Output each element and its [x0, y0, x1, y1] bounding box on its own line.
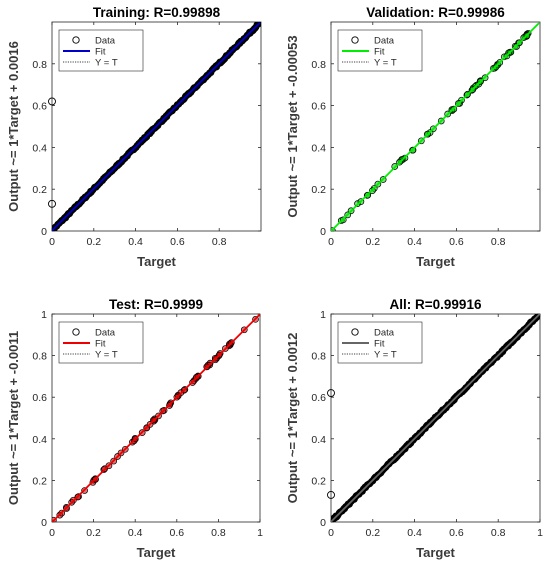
y-tick-label: 0	[41, 226, 47, 238]
legend-fit-label: Fit	[374, 339, 385, 350]
x-tick-label: 0	[49, 527, 55, 539]
legend-yt-label: Y = T	[95, 58, 118, 69]
y-tick-label: 0.8	[311, 351, 326, 363]
y-tick-label: 0	[320, 517, 326, 529]
x-tick-label: 0.4	[407, 527, 422, 539]
panel-title: All: R=0.99916	[390, 297, 482, 312]
y-tick-label: 0.6	[32, 392, 47, 404]
legend-data-label: Data	[95, 328, 116, 339]
regression-panel-2: 0 0.2 0.4 0.6 0.8 0 0.2 0.4 0.6 0.8 Validation: R=…	[285, 5, 541, 269]
legend-fit-label: Fit	[95, 339, 106, 350]
y-axis-label: Output ~= 1*Target + -0.00053	[285, 35, 300, 217]
legend-data-marker	[351, 328, 359, 336]
legend-fit-label: Fit	[374, 47, 385, 58]
x-tick-label: 0.4	[407, 236, 422, 248]
outlier-point	[327, 389, 335, 397]
regression-panel-4: 0 0.2 0.4 0.6 0.8 1 0 0.2 0.4 0.6 0.8 1 All: R=0.999…	[285, 297, 543, 560]
data-layer	[331, 22, 540, 231]
y-tick-label: 0.4	[311, 142, 326, 154]
x-tick-label: 0.8	[212, 236, 227, 248]
y-tick-label: 0	[320, 226, 326, 238]
y-tick-label: 0.4	[311, 434, 326, 446]
x-tick-label: 1	[537, 527, 543, 539]
legend-data-marker	[72, 36, 80, 44]
y-tick-label: 0.6	[311, 101, 326, 113]
y-tick-label: 0.8	[32, 59, 47, 71]
fit-line	[52, 314, 260, 522]
y-tick-label: 0.6	[311, 392, 326, 404]
data-layer	[52, 314, 260, 522]
x-tick-label: 0.8	[211, 527, 226, 539]
x-tick-label: 1	[257, 527, 263, 539]
x-tick-label: 0.2	[86, 527, 101, 539]
legend-data-marker	[351, 36, 359, 44]
legend-yt-label: Y = T	[374, 350, 397, 361]
panel-title: Test: R=0.9999	[109, 297, 203, 312]
x-axis-label: Target	[137, 254, 176, 269]
legend-yt-label: Y = T	[95, 350, 118, 361]
x-tick-label: 0.8	[491, 236, 506, 248]
x-axis-label: Target	[416, 254, 455, 269]
x-tick-label: 0.6	[169, 527, 184, 539]
x-tick-label: 0.4	[128, 527, 143, 539]
x-tick-label: 0.6	[449, 236, 464, 248]
regression-panel-3: 0 0.2 0.4 0.6 0.8 1 0 0.2 0.4 0.6 0.8 1 Test: R=0.99…	[6, 297, 263, 560]
x-axis-label: Target	[137, 545, 176, 560]
fit-line	[52, 22, 261, 231]
y-axis-label: Output ~= 1*Target + 0.0016	[6, 41, 21, 212]
legend-data-label: Data	[374, 36, 395, 47]
y-axis-label: Output ~= 1*Target + -0.0011	[6, 331, 21, 505]
x-tick-label: 0.4	[128, 236, 143, 248]
y-tick-label: 0.6	[32, 101, 47, 113]
x-tick-label: 0.8	[491, 527, 506, 539]
y-tick-label: 0.8	[32, 351, 47, 363]
data-layer	[331, 314, 540, 522]
legend-fit-label: Fit	[95, 47, 106, 58]
legend-data-marker	[72, 328, 80, 336]
y-tick-label: 0.8	[311, 59, 326, 71]
y-tick-label: 0.2	[311, 475, 326, 487]
x-axis-label: Target	[416, 545, 455, 560]
x-tick-label: 0	[328, 527, 334, 539]
y-tick-label: 0.2	[32, 475, 47, 487]
legend-data-label: Data	[374, 328, 395, 339]
x-tick-label: 0	[49, 236, 55, 248]
x-tick-label: 0	[328, 236, 334, 248]
regression-panel-1: 0 0.2 0.4 0.6 0.8 0 0.2 0.4 0.6 0.8 Training: R=0.…	[6, 5, 262, 269]
y-tick-label: 0.4	[32, 434, 47, 446]
outlier-point	[48, 199, 56, 208]
fit-line	[331, 22, 540, 231]
panel-title: Training: R=0.99898	[93, 5, 221, 20]
x-tick-label: 0.2	[365, 527, 380, 539]
fit-line	[331, 314, 540, 522]
legend-data-label: Data	[95, 36, 116, 47]
y-axis-label: Output ~= 1*Target + 0.0012	[285, 333, 300, 504]
x-tick-label: 0.2	[365, 236, 380, 248]
y-tick-label: 0.2	[311, 184, 326, 196]
y-tick-label: 1	[41, 309, 47, 321]
y-tick-label: 1	[320, 309, 326, 321]
y-tick-label: 0.2	[32, 184, 47, 196]
x-tick-label: 0.6	[449, 527, 464, 539]
x-tick-label: 0.2	[86, 236, 101, 248]
y-tick-label: 0	[41, 517, 47, 529]
y-tick-label: 0.4	[32, 142, 47, 154]
panel-title: Validation: R=0.99986	[366, 5, 505, 20]
data-layer	[52, 22, 261, 231]
outlier-point	[327, 491, 335, 499]
legend-yt-label: Y = T	[374, 58, 397, 69]
outlier-point	[48, 97, 56, 106]
x-tick-label: 0.6	[170, 236, 185, 248]
